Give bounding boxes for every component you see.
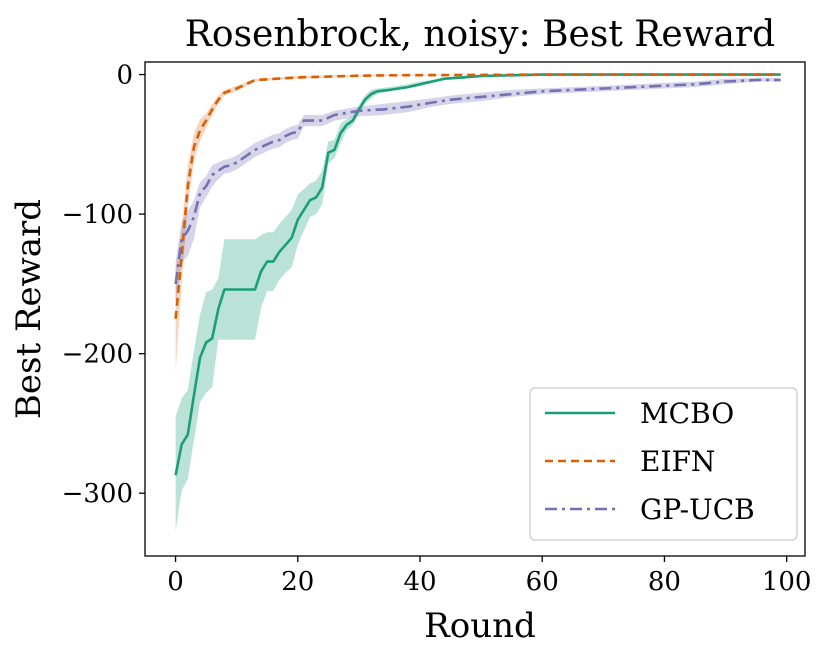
legend-label-gp-ucb: GP-UCB xyxy=(640,493,755,526)
line-gp-ucb xyxy=(174,78,781,285)
x-axis-ticks: 0 20 40 60 80 100 xyxy=(167,556,811,597)
y-tick-label: −100 xyxy=(62,200,133,230)
y-axis-ticks: 0 −100 −200 −300 xyxy=(62,61,145,509)
x-tick-label: 40 xyxy=(403,567,436,597)
x-tick-label: 0 xyxy=(167,567,184,597)
legend-label-mcbo: MCBO xyxy=(640,397,734,430)
y-tick-label: −200 xyxy=(62,340,133,370)
legend: MCBO EIFN GP-UCB xyxy=(529,387,798,541)
chart-title: Rosenbrock, noisy: Best Reward xyxy=(185,14,775,55)
legend-frame xyxy=(529,387,798,541)
x-tick-label: 80 xyxy=(648,567,681,597)
band-eifn xyxy=(175,74,781,372)
x-axis-label: Round xyxy=(424,606,536,646)
y-tick-label: 0 xyxy=(116,61,133,91)
x-tick-label: 100 xyxy=(762,567,812,597)
series-lines xyxy=(174,73,781,476)
legend-label-eifn: EIFN xyxy=(640,445,715,478)
plot-frame xyxy=(144,61,806,557)
y-axis-label: Best Reward xyxy=(9,199,49,419)
line-mcbo xyxy=(174,73,781,476)
y-tick-label: −300 xyxy=(62,479,133,509)
x-tick-label: 60 xyxy=(526,567,559,597)
x-tick-label: 20 xyxy=(281,567,314,597)
